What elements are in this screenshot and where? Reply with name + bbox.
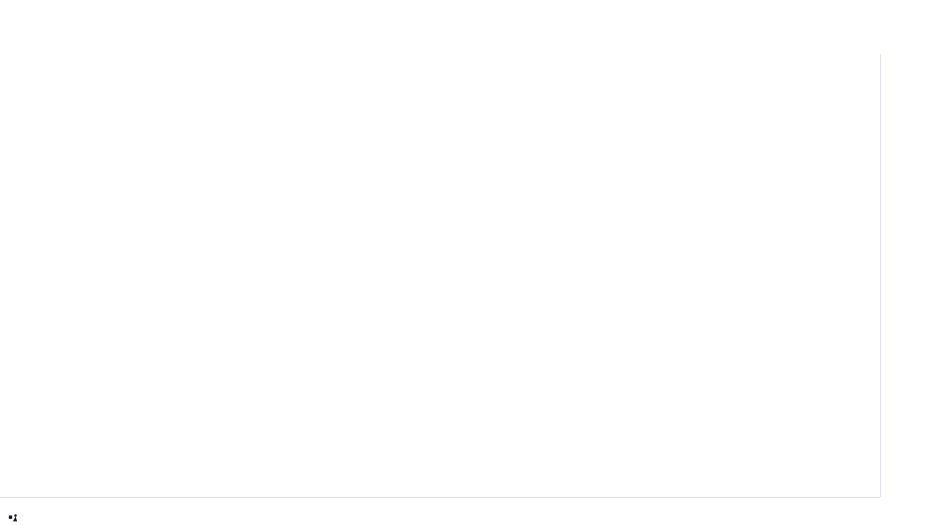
ohlc [14,20,34,32]
symbol-info [8,20,34,32]
x-axis[interactable] [0,497,880,515]
top-bar [0,0,948,18]
tradingview-logo-icon [8,513,18,523]
chart-area[interactable] [0,54,880,497]
y-axis[interactable] [880,54,948,497]
attribution [8,2,16,16]
chart-root [0,0,948,525]
footer-brand[interactable] [0,511,29,525]
volume-info [8,36,12,48]
price-chart[interactable] [0,54,880,497]
